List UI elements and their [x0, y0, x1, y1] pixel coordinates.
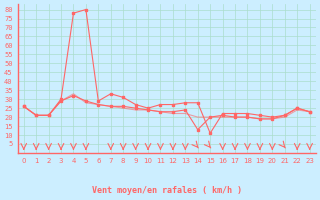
X-axis label: Vent moyen/en rafales ( km/h ): Vent moyen/en rafales ( km/h )	[92, 186, 242, 195]
